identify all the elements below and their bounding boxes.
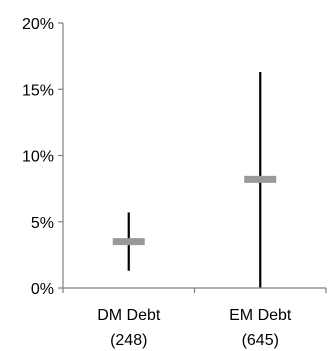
x-tick-label-dm-debt-count: (248) — [110, 332, 147, 349]
y-tick-label: 15% — [22, 82, 54, 99]
x-axis-ticks — [62, 288, 327, 293]
midpoint-markers — [112, 175, 277, 246]
range-lines — [127, 72, 262, 288]
y-tick-label: 5% — [31, 215, 54, 232]
midpoint-marker — [112, 238, 145, 246]
axes — [62, 23, 326, 289]
y-axis-ticks — [58, 22, 63, 289]
midpoint-marker — [244, 175, 277, 183]
y-tick-label: 0% — [31, 281, 54, 298]
x-tick-label-em-debt-count: (645) — [242, 332, 279, 349]
y-tick-label: 20% — [22, 16, 54, 33]
x-tick-label-dm-debt: DM Debt — [97, 307, 161, 324]
x-tick-label-em-debt: EM Debt — [229, 307, 292, 324]
y-axis-tick-labels: 0% 5% 10% 15% 20% — [22, 16, 54, 298]
y-tick-label: 10% — [22, 149, 54, 166]
x-axis-category-labels: DM Debt (248) EM Debt (645) — [97, 307, 292, 349]
